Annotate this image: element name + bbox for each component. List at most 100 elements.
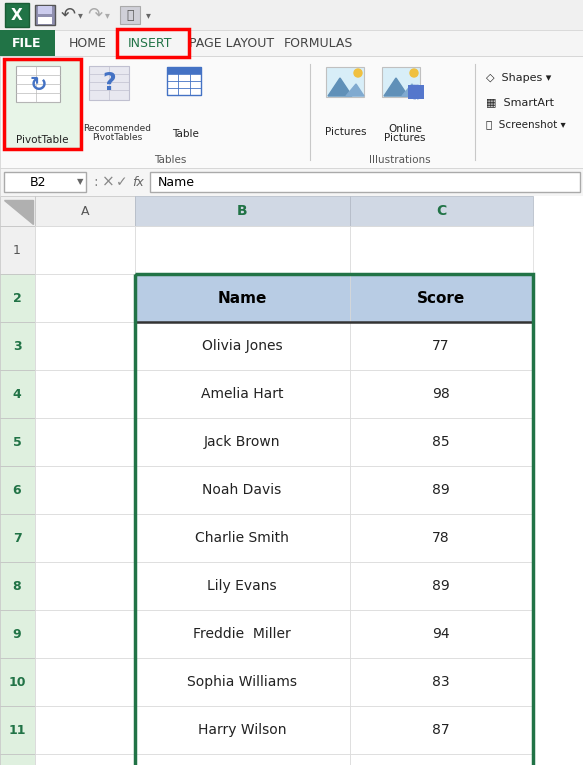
Bar xyxy=(382,67,420,97)
Polygon shape xyxy=(384,78,408,96)
Bar xyxy=(35,658,135,706)
Bar xyxy=(167,67,201,95)
Bar xyxy=(0,706,35,754)
Bar xyxy=(350,754,533,765)
Bar xyxy=(350,418,533,466)
Text: INSERT: INSERT xyxy=(128,37,172,50)
Bar xyxy=(0,226,35,274)
Text: Olivia Jones: Olivia Jones xyxy=(202,339,282,353)
Text: C: C xyxy=(436,204,446,218)
Bar xyxy=(35,514,135,562)
Bar xyxy=(5,3,29,27)
Bar xyxy=(326,67,364,97)
Bar xyxy=(0,30,55,56)
Polygon shape xyxy=(346,84,364,96)
Bar xyxy=(35,5,55,25)
Bar xyxy=(350,658,533,706)
Bar xyxy=(35,418,135,466)
Text: Tables: Tables xyxy=(154,155,186,165)
Text: ↻: ↻ xyxy=(29,75,47,95)
Circle shape xyxy=(354,69,362,77)
Text: 77: 77 xyxy=(432,339,449,353)
Bar xyxy=(38,6,52,14)
Bar xyxy=(408,85,424,99)
Text: Jack Brown: Jack Brown xyxy=(203,435,280,449)
Bar xyxy=(135,370,350,418)
Text: Illustrations: Illustrations xyxy=(369,155,431,165)
Text: Sophia Williams: Sophia Williams xyxy=(187,675,297,689)
Bar xyxy=(0,514,35,562)
Bar xyxy=(0,196,35,226)
Text: 83: 83 xyxy=(432,675,450,689)
Text: PAGE LAYOUT: PAGE LAYOUT xyxy=(189,37,275,50)
Bar xyxy=(0,196,583,765)
Text: 89: 89 xyxy=(432,579,450,593)
Bar xyxy=(35,322,135,370)
Text: 5: 5 xyxy=(13,435,22,448)
Bar xyxy=(350,370,533,418)
Text: fx: fx xyxy=(132,175,144,188)
Text: Score: Score xyxy=(417,291,465,305)
Bar xyxy=(350,322,533,370)
Bar xyxy=(4,172,86,192)
Bar xyxy=(378,64,430,124)
Bar xyxy=(0,30,583,56)
Text: 4: 4 xyxy=(13,388,22,401)
Text: 7: 7 xyxy=(13,532,22,545)
Text: 89: 89 xyxy=(432,483,450,497)
Text: ▦  SmartArt: ▦ SmartArt xyxy=(486,97,554,107)
Text: ↷: ↷ xyxy=(87,6,103,24)
Bar xyxy=(38,17,52,24)
Text: 1: 1 xyxy=(13,243,21,256)
Bar xyxy=(135,754,350,765)
Text: B2: B2 xyxy=(30,175,47,188)
Bar xyxy=(35,274,135,322)
Text: FILE: FILE xyxy=(12,37,42,50)
Bar xyxy=(35,562,135,610)
Bar xyxy=(135,322,350,370)
Bar xyxy=(35,226,135,274)
Bar xyxy=(135,196,350,226)
Bar xyxy=(0,610,35,658)
Text: ▾: ▾ xyxy=(104,10,110,20)
Bar xyxy=(5,60,80,148)
Text: 98: 98 xyxy=(432,387,450,401)
Text: 9: 9 xyxy=(13,627,22,640)
Text: FORMULAS: FORMULAS xyxy=(283,37,353,50)
Text: 6: 6 xyxy=(13,483,22,496)
Text: ?: ? xyxy=(102,71,116,95)
Bar xyxy=(135,226,350,274)
Text: ▾: ▾ xyxy=(78,10,82,20)
Bar xyxy=(350,274,533,322)
Bar xyxy=(35,706,135,754)
Circle shape xyxy=(410,69,418,77)
Text: 2: 2 xyxy=(13,291,22,304)
Text: 10: 10 xyxy=(8,675,26,688)
Text: Name: Name xyxy=(217,291,266,305)
Text: PivotTable: PivotTable xyxy=(16,135,68,145)
Bar xyxy=(350,562,533,610)
Text: ×: × xyxy=(101,174,114,190)
Text: Lily Evans: Lily Evans xyxy=(207,579,277,593)
Bar xyxy=(0,370,35,418)
Bar xyxy=(0,562,35,610)
Text: 78: 78 xyxy=(432,531,450,545)
Bar xyxy=(0,418,35,466)
Text: Table: Table xyxy=(171,129,198,139)
Text: :: : xyxy=(94,175,99,189)
Text: Harry Wilson: Harry Wilson xyxy=(198,723,286,737)
Text: Name: Name xyxy=(158,175,195,188)
Text: Amelia Hart: Amelia Hart xyxy=(201,387,283,401)
Bar xyxy=(322,64,370,124)
Text: Recommended: Recommended xyxy=(83,123,151,132)
Bar xyxy=(165,64,205,124)
Bar xyxy=(85,64,150,124)
Bar xyxy=(135,610,350,658)
Bar xyxy=(350,226,533,274)
Text: Pictures: Pictures xyxy=(325,127,367,137)
Bar xyxy=(350,466,533,514)
Text: 85: 85 xyxy=(432,435,450,449)
Bar xyxy=(4,59,81,149)
Text: ⎙  Screenshot ▾: ⎙ Screenshot ▾ xyxy=(486,119,566,129)
Bar xyxy=(117,29,189,57)
